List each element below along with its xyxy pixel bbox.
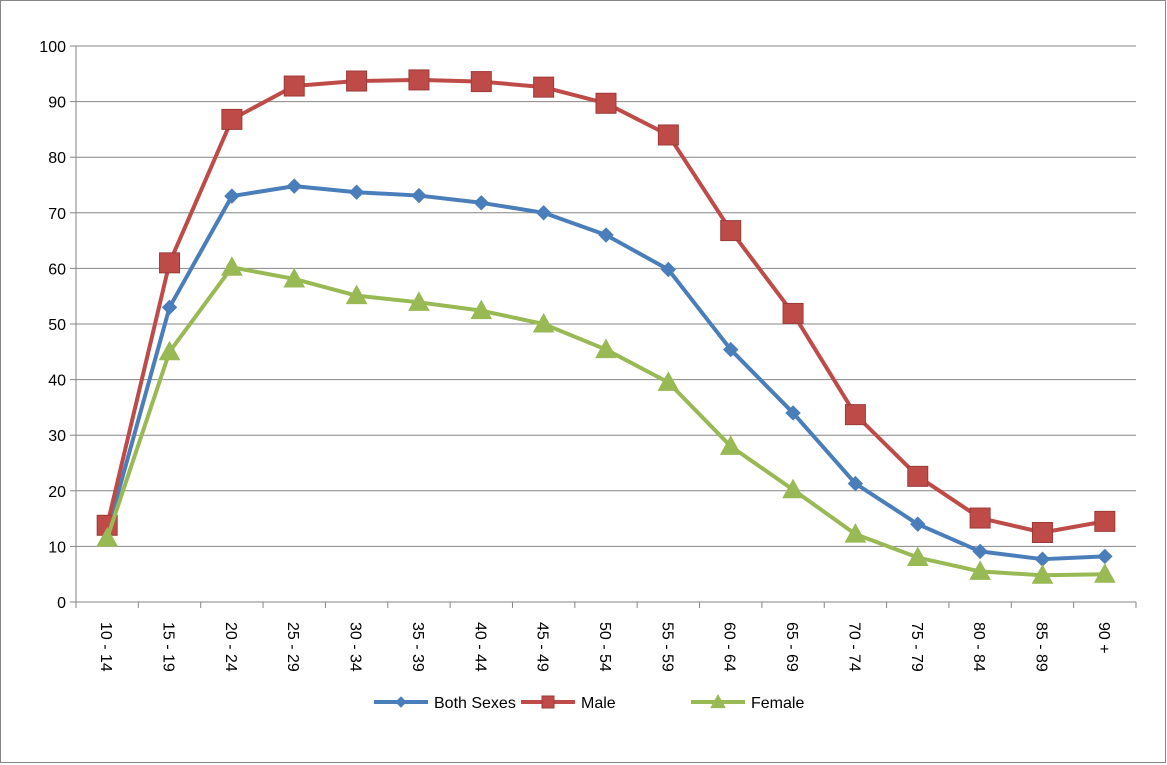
x-tick-label: 20 - 24: [222, 622, 239, 672]
y-tick-label: 70: [48, 206, 66, 223]
data-point-square: [160, 253, 180, 273]
x-tick-label: 45 - 49: [534, 622, 551, 672]
y-tick-label: 100: [39, 39, 66, 56]
x-tick-label: 15 - 19: [160, 622, 177, 672]
legend-item: Male: [521, 695, 616, 712]
data-point-square: [596, 93, 616, 113]
y-tick-label: 20: [48, 484, 66, 501]
data-point-square: [908, 466, 928, 486]
y-tick-label: 30: [48, 428, 66, 445]
data-point-square: [471, 72, 491, 92]
data-point-diamond: [1098, 549, 1112, 563]
y-tick-label: 40: [48, 373, 66, 390]
data-point-square: [970, 508, 990, 528]
legend: Both Sexes Male Female: [374, 695, 804, 712]
y-tick-label: 10: [48, 539, 66, 556]
data-point-square: [284, 76, 304, 96]
x-tick-label: 50 - 54: [596, 622, 613, 672]
legend-label: Female: [751, 695, 804, 712]
y-tick-label: 50: [48, 317, 66, 334]
data-point-diamond: [287, 179, 301, 193]
legend-marker: [396, 697, 406, 707]
legend-item: Both Sexes: [374, 695, 516, 712]
data-point-square: [783, 303, 803, 323]
x-tick-label: 25 - 29: [284, 622, 301, 672]
x-tick-label: 30 - 34: [347, 622, 364, 672]
data-point-diamond: [537, 206, 551, 220]
data-point-diamond: [350, 185, 364, 199]
x-tick-label: 10 - 14: [97, 622, 114, 672]
legend-label: Male: [581, 695, 616, 712]
data-point-square: [222, 109, 242, 129]
x-tick-label: 60 - 64: [721, 622, 738, 672]
x-tick-label: 65 - 69: [783, 622, 800, 672]
x-tick-label: 70 - 74: [845, 622, 862, 672]
series-line: [107, 267, 1105, 575]
x-tick-label: 40 - 44: [471, 622, 488, 672]
x-tick-label: 35 - 39: [409, 622, 426, 672]
x-tick-label: 90 +: [1095, 622, 1112, 654]
legend-item: Female: [691, 695, 804, 712]
data-point-square: [1032, 523, 1052, 543]
data-point-diamond: [1035, 552, 1049, 566]
series-male: [97, 70, 1115, 543]
x-tick-label: 75 - 79: [908, 622, 925, 672]
y-tick-label: 0: [57, 595, 66, 612]
legend-label: Both Sexes: [434, 695, 516, 712]
x-tick-label: 80 - 84: [970, 622, 987, 672]
data-point-triangle: [658, 372, 678, 390]
series-lines: [97, 70, 1115, 583]
data-point-diamond: [412, 189, 426, 203]
data-point-square: [845, 405, 865, 425]
series-female: [97, 257, 1115, 583]
y-tick-label: 80: [48, 150, 66, 167]
x-tick-label: 85 - 89: [1032, 622, 1049, 672]
y-tick-label: 90: [48, 95, 66, 112]
legend-marker: [542, 696, 554, 708]
data-point-diamond: [474, 196, 488, 210]
y-tick-label: 60: [48, 261, 66, 278]
series-both-sexes: [100, 179, 1112, 566]
data-point-square: [721, 221, 741, 241]
x-tick-label: 55 - 59: [658, 622, 675, 672]
data-point-square: [1095, 511, 1115, 531]
data-point-square: [409, 70, 429, 90]
data-point-square: [347, 71, 367, 91]
data-point-triangle: [222, 257, 242, 275]
data-point-square: [534, 77, 554, 97]
data-point-square: [658, 125, 678, 145]
series-line: [107, 80, 1105, 533]
